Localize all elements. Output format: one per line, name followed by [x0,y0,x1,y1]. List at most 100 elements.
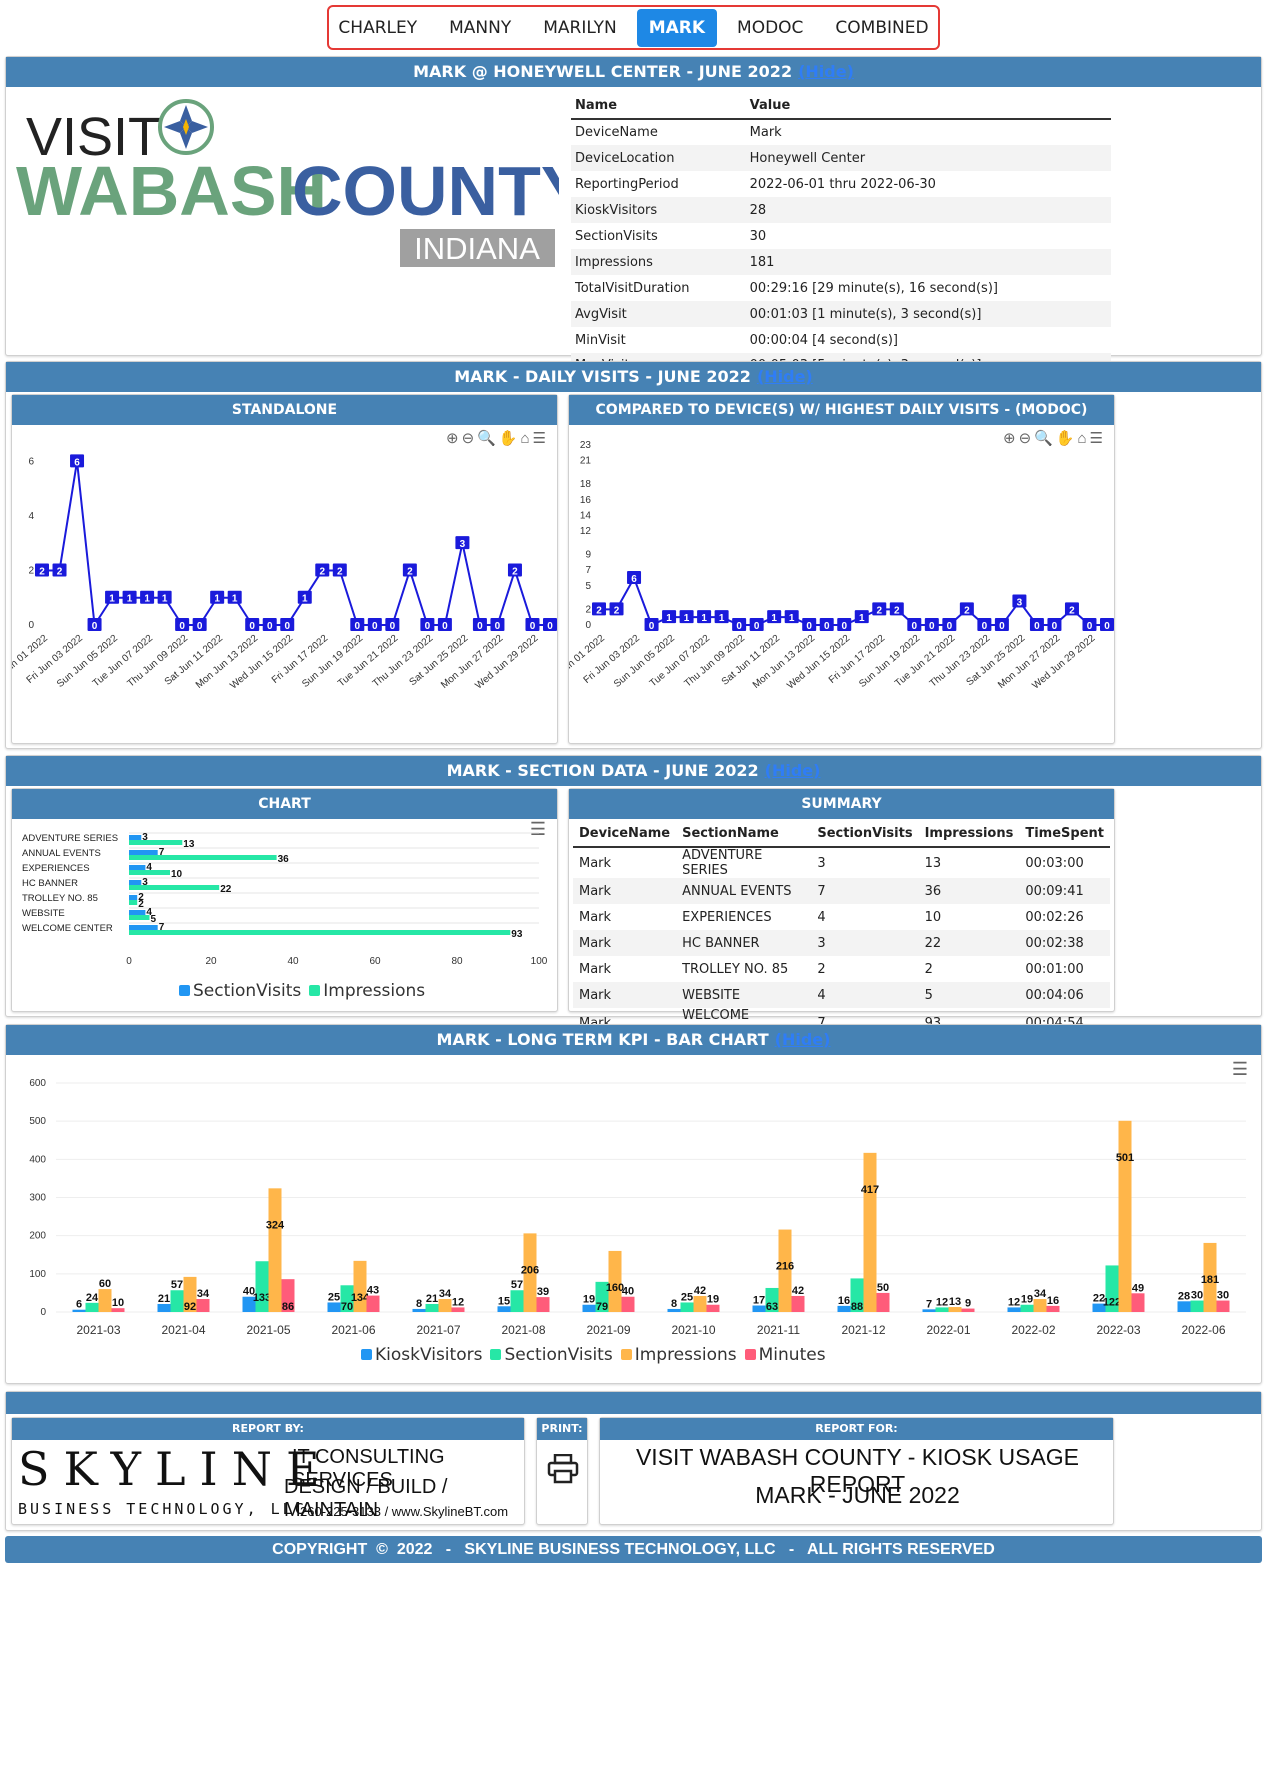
table-cell: Mark [573,878,677,904]
bar-impressions [129,885,220,890]
bar-value-label: 13 [183,839,195,850]
table-cell: 10 [924,909,942,925]
data-label-box [455,536,470,550]
data-label-text: 0 [425,621,431,632]
table-row: ReportingPeriod 2022-06-01 thru 2022-06-3… [571,171,1111,197]
data-label-text: 0 [1104,621,1110,632]
printer-icon[interactable] [547,1453,579,1489]
bar-value-label: 10 [171,869,183,880]
data-label: 1 [105,590,120,605]
x-tick-label: 2021-08 [501,1323,545,1337]
table-cell: 2022-06-01 thru 2022-06-30 [749,176,936,192]
chart-menu-icon[interactable]: ☰ [529,819,549,839]
data-label: 2 [35,563,49,577]
legend-item[interactable]: SectionVisits [490,1345,613,1365]
data-label-text: 0 [477,621,483,632]
bar-value-label: 50 [877,1282,889,1294]
x-tick-label: 80 [451,956,463,967]
data-label: 1 [210,590,225,605]
data-label: 0 [1029,618,1044,632]
bar-sectionvisits [255,1261,269,1312]
bar-impressions [778,1229,792,1312]
data-label: 0 [1082,618,1097,632]
bar-value-label: 60 [99,1278,111,1290]
chart-menu-icon[interactable]: ☰ [1231,1059,1251,1079]
bar-impressions [523,1233,537,1312]
table-cell: Mark [579,855,612,871]
x-tick-label: Wed Jun 15 2022 [228,633,295,692]
table-row: Mark TROLLEY NO. 85 2 2 00:01:00 [573,956,1110,982]
data-label: 1 [784,610,799,624]
data-label-text: 3 [460,539,466,550]
data-label-box [942,618,957,631]
table-cell: HC BANNER [676,930,812,956]
legend-item[interactable]: Impressions [309,981,425,1001]
data-label-text: 0 [754,621,760,632]
print-box: PRINT: [536,1417,588,1525]
hide-kpi-link[interactable]: (Hide) [774,1030,831,1049]
table-cell: 5 [918,982,1020,1008]
tab-combined[interactable]: COMBINED [835,17,929,38]
table-cell: Mark [749,125,782,140]
bar-value-label: 324 [266,1219,285,1231]
section-data-title: MARK - SECTION DATA - JUNE 2022 [446,761,759,780]
legend-item[interactable]: Impressions [620,1345,737,1365]
tab-mark[interactable]: MARK [636,8,718,47]
x-tick-label: 60 [369,956,381,967]
legend-item[interactable]: SectionVisits [179,981,301,1001]
hide-daily-link[interactable]: (Hide) [756,367,813,386]
x-tick-label: 2021-10 [671,1323,715,1337]
bar-value-label: 34 [1034,1288,1047,1300]
data-label: 0 [819,618,834,632]
bar-value-label: 49 [1132,1282,1144,1294]
data-label-box [959,602,974,616]
data-label-text: 2 [614,605,620,616]
table-cell: 7 [811,878,919,904]
bar-value-label: 2 [138,892,144,903]
table-cell: MinVisit [575,332,626,348]
bar-sectionvisits [85,1302,99,1312]
bar-value-label: 79 [596,1301,608,1313]
tab-marilyn[interactable]: MARILYN [543,17,617,38]
bar-value-label: 12 [1008,1296,1020,1308]
data-label: 2 [959,602,974,616]
table-row: KioskVisitors 28 [571,197,1111,223]
data-label-box [87,618,102,631]
logo-wabash-text: WABASH [16,152,327,230]
kpi-title: MARK - LONG TERM KPI - BAR CHART [436,1030,769,1049]
data-label-box [854,610,869,624]
bar-value-label: 501 [1116,1152,1134,1164]
chart-toolbar[interactable]: ⊕⊖🔍✋⌂☰ [446,430,549,447]
compared-chart-card: COMPARED TO DEVICE(S) W/ HIGHEST DAILY V… [568,394,1115,744]
data-label: 0 [802,618,817,632]
legend-item[interactable]: Minutes [744,1345,826,1365]
tab-modoc[interactable]: MODOC [737,17,804,38]
data-label-box [697,610,712,624]
table-row: Mark ANNUAL EVENTS 7 36 00:09:41 [573,878,1110,904]
data-label: 2 [402,563,417,577]
data-label-text: 0 [267,621,273,632]
bar-impressions [129,870,170,875]
tab-manny[interactable]: MANNY [449,17,512,38]
bar-value-label: 216 [776,1261,794,1273]
x-tick-label: Wed Jun 15 2022 [785,633,852,692]
table-cell: Mark [579,909,612,925]
y-tick-label: 16 [580,495,592,506]
bar-value-label: 40 [243,1286,255,1298]
data-label-box [297,590,312,604]
data-label-box [784,610,799,624]
data-label-box [70,454,85,468]
tab-charley[interactable]: CHARLEY [338,17,418,38]
x-tick-label: Mon Jun 27 2022 [996,633,1063,691]
legend-swatch [361,1349,372,1360]
skyline-logo-text: SKYLINE [18,1442,334,1496]
report-for-label: REPORT FOR: [600,1418,1113,1440]
chart-toolbar[interactable]: ⊕⊖🔍✋⌂☰ [1003,430,1106,447]
hide-section-link[interactable]: (Hide) [764,761,821,780]
bar-minutes [1216,1300,1230,1312]
hide-summary-link[interactable]: (Hide) [798,62,854,81]
legend-item[interactable]: KioskVisitors [361,1345,482,1365]
legend-label: Impressions [323,981,426,1001]
table-row: DeviceLocation Honeywell Center [571,145,1111,171]
legend-label: Minutes [758,1345,826,1365]
